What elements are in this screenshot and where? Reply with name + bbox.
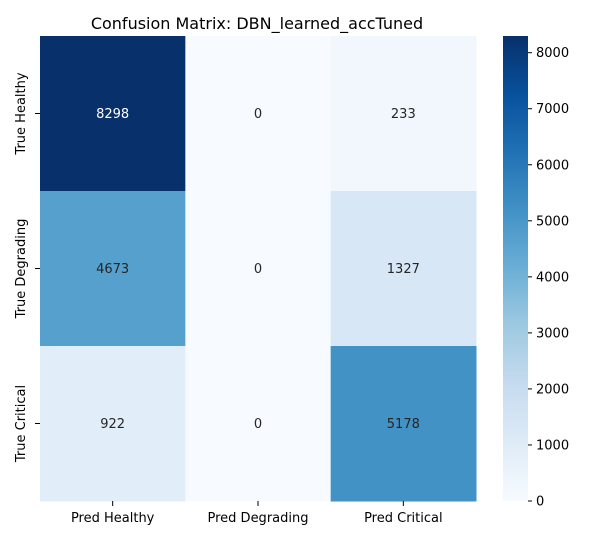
cell-value-label: 1327 [387, 262, 420, 277]
x-tick-label: Pred Critical [364, 511, 443, 526]
heatmap-cells: 8298 0 233 4673 0 1327 922 0 5178 [40, 36, 477, 502]
heatmap-cell [185, 36, 332, 192]
cell-value-label: 5178 [387, 417, 420, 432]
colorbar: 0 1000 2000 3000 4000 5000 6000 7000 8000 [503, 36, 569, 510]
cell-value-label: 0 [254, 417, 262, 432]
cell-value-label: 233 [391, 107, 416, 122]
heatmap-cell [40, 346, 186, 502]
heatmap-cell [330, 191, 477, 347]
colorbar-tick-label: 2000 [536, 382, 569, 397]
x-tick-label: Pred Healthy [71, 511, 155, 526]
cell-value-label: 0 [254, 262, 262, 277]
x-axis: Pred Healthy Pred Degrading Pred Critical [71, 501, 443, 526]
colorbar-tick-label: 4000 [536, 270, 569, 285]
y-axis: True Healthy True Degrading True Critical [14, 72, 40, 463]
colorbar-tick-label: 1000 [536, 438, 569, 453]
heatmap-cell [185, 191, 332, 347]
y-tick-label: True Critical [14, 385, 29, 463]
heatmap-cell [40, 191, 186, 347]
colorbar-tick-label: 8000 [536, 46, 569, 61]
cell-value-label: 922 [100, 417, 125, 432]
colorbar-tick-label: 5000 [536, 214, 569, 229]
heatmap-cell [330, 346, 477, 502]
heatmap-cell [40, 36, 186, 192]
colorbar-tick-label: 7000 [536, 102, 569, 117]
chart-title: Confusion Matrix: DBN_learned_accTuned [91, 14, 423, 34]
y-tick-label: True Healthy [14, 72, 29, 155]
cell-value-label: 4673 [96, 262, 129, 277]
colorbar-gradient [503, 36, 528, 501]
colorbar-tick-label: 3000 [536, 326, 569, 341]
x-tick-label: Pred Degrading [208, 511, 309, 526]
heatmap-cell [185, 346, 332, 502]
cell-value-label: 8298 [96, 107, 129, 122]
colorbar-tick-label: 0 [536, 495, 544, 510]
y-tick-label: True Degrading [14, 219, 29, 320]
heatmap-cell [330, 36, 477, 192]
cell-value-label: 0 [254, 107, 262, 122]
colorbar-tick-label: 6000 [536, 158, 569, 173]
